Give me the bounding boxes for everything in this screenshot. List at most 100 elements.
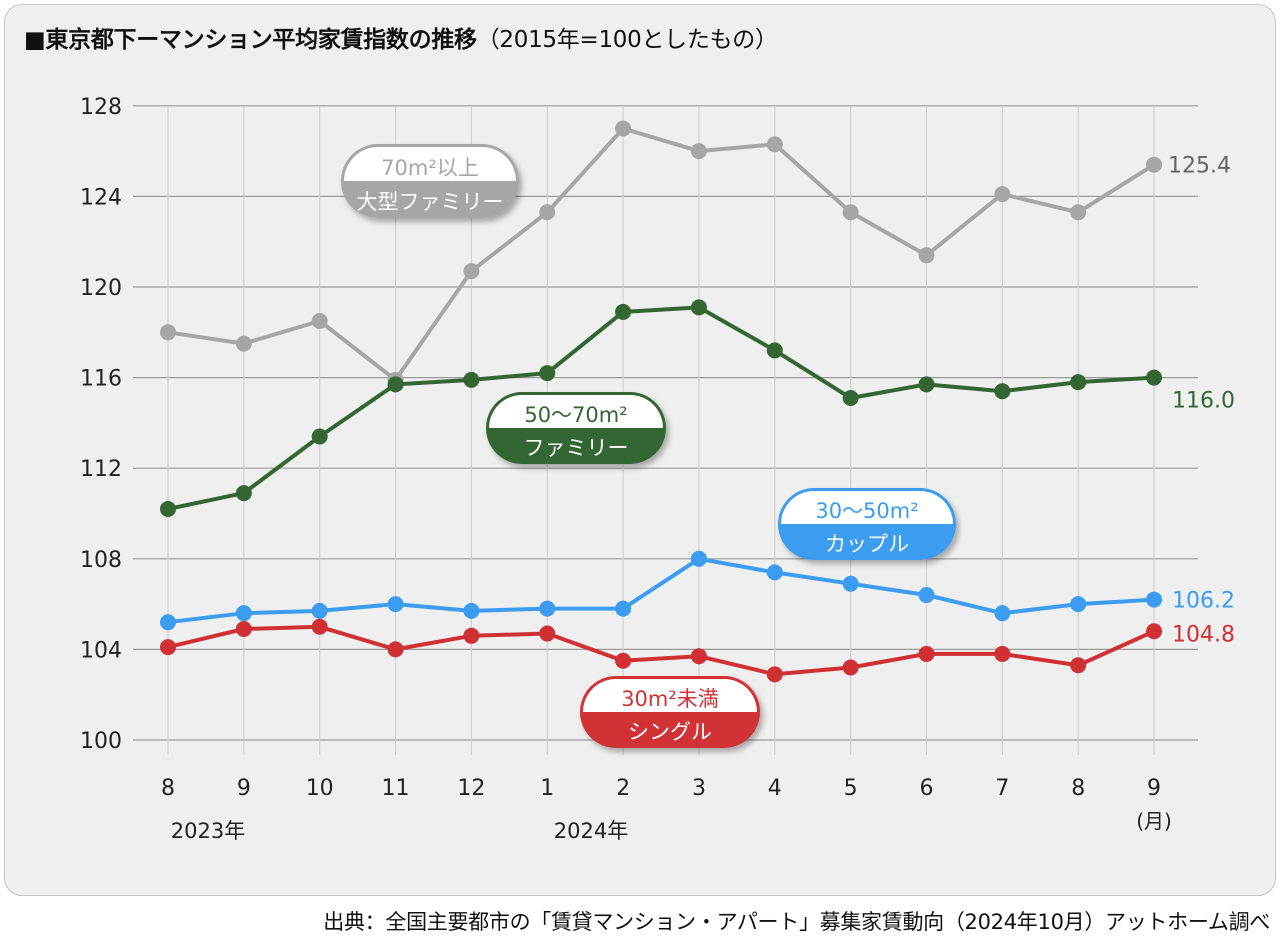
end-value-label-large: 125.4 [1168,154,1231,179]
data-point-family [918,376,935,393]
data-point-family [994,383,1011,400]
data-point-large [1070,204,1087,221]
data-point-family [387,376,404,393]
data-point-couple [766,564,783,581]
data-point-large [1146,156,1163,173]
source-note: 出典：全国主要都市の「賃貸マンション・アパート」募集家賃動向（2024年10月）… [323,910,1270,934]
data-point-large [160,324,176,341]
data-point-couple [539,600,556,617]
data-point-couple [387,596,404,613]
x-tick-label: 12 [457,776,485,801]
y-tick-label: 128 [80,95,122,120]
data-point-large [615,120,632,137]
data-point-couple [918,587,935,604]
data-point-family [842,389,859,406]
y-tick-label: 112 [80,457,122,482]
chart-title: ■東京都下ーマンション平均家賃指数の推移（2015年=100としたもの） [24,20,778,54]
data-point-couple [311,602,328,619]
y-tick-label: 108 [80,548,122,573]
chart-title-note: （2015年=100としたもの） [476,27,778,53]
end-value-label-couple: 106.2 [1172,589,1235,614]
data-point-single [387,641,404,658]
data-point-single [615,652,632,669]
series-line-large [166,126,1156,382]
callout-top-label: 30m²未満 [621,687,719,711]
year-label: 2023年 [171,819,245,843]
data-point-family [615,303,632,320]
callout-bottom-label: 大型ファミリー [357,190,504,214]
data-point-family [160,500,176,517]
data-point-couple [1070,596,1087,613]
data-point-family [311,428,328,445]
data-point-family [1070,374,1087,391]
y-tick-label: 120 [80,276,122,301]
data-point-large [463,263,480,280]
callout-top [489,395,663,428]
x-tick-label: 4 [768,776,782,801]
data-point-single [1070,657,1087,674]
data-point-single [918,645,935,662]
series-line-couple [166,556,1156,625]
x-tick-label: 2 [616,776,630,801]
data-point-single [766,666,783,683]
data-point-large [690,143,707,160]
callout-bottom-label: ファミリー [524,436,629,460]
data-point-couple [615,600,632,617]
series-line-single [166,624,1156,677]
chart-title-main: ■東京都下ーマンション平均家賃指数の推移 [24,27,477,53]
x-tick-label: 7 [995,776,1009,801]
data-point-family [539,365,556,382]
data-point-large [918,247,935,264]
x-tick-label: 3 [692,776,706,801]
data-point-family [766,342,783,359]
data-point-single [463,627,480,644]
data-point-family [463,371,480,388]
x-tick-label: 11 [382,776,410,801]
data-point-single [842,659,859,676]
data-point-couple [463,602,480,619]
data-point-single [539,625,556,642]
data-point-couple [994,605,1011,622]
data-point-family [1146,369,1163,386]
data-point-family [235,485,252,502]
data-point-large [539,204,556,221]
data-point-single [311,618,328,635]
y-tick-label: 104 [80,638,122,663]
data-point-couple [1146,591,1163,608]
data-point-large [766,136,783,153]
series-family [160,299,1163,517]
data-point-single [235,621,252,638]
data-point-couple [235,605,252,622]
callout-top [583,679,757,712]
callout-bottom-label: シングル [628,720,712,744]
y-tick-label: 100 [80,729,122,754]
y-tick-label: 116 [80,367,122,392]
data-point-single [160,639,176,656]
callout-top [781,491,953,524]
callout-bottom-label: カップル [825,532,909,556]
x-tick-label: 8 [1071,776,1085,801]
x-tick-label: 8 [161,776,175,801]
series-callout-family: 50〜70m² ファミリー [486,392,666,464]
data-point-large [994,186,1011,203]
month-unit-label: (月) [1136,809,1172,833]
data-point-large [311,312,328,329]
x-tick-label: 10 [306,776,334,801]
data-point-single [994,645,1011,662]
year-label: 2024年 [554,819,628,843]
data-point-couple [160,614,176,631]
callout-top-label: 50〜70m² [524,403,627,427]
series-group [160,120,1163,683]
data-point-large [842,204,859,221]
data-point-family [690,299,707,316]
x-tick-label: 1 [540,776,554,801]
series-large [160,120,1163,388]
data-point-couple [842,575,859,592]
series-callout-couple: 30〜50m² カップル [778,488,956,560]
